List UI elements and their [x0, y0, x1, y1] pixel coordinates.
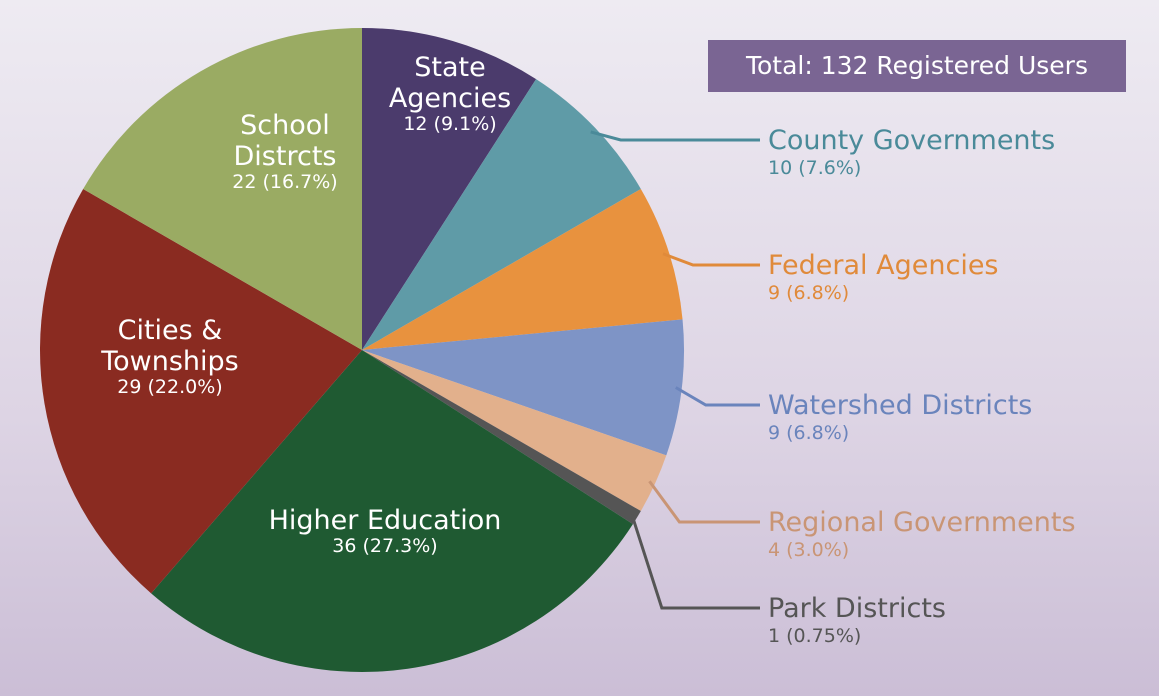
pie-slice [151, 350, 633, 673]
total-annotation: Total: 132 Registered Users [708, 40, 1126, 92]
category-label: Regional Governments [768, 507, 1076, 538]
leader-line [630, 514, 760, 610]
pie-slice [40, 189, 362, 594]
value-label: 29 (22.0%) [117, 376, 223, 399]
category-label: Park Districts [768, 593, 946, 624]
value-label: 36 (27.3%) [332, 535, 438, 558]
category-label: Cities & Townships [101, 315, 239, 378]
value-label: 1 (0.75%) [768, 625, 862, 648]
slice-label: Cities & Townships 29 (22.0%) [70, 315, 270, 399]
slice-label: Regional Governments 4 (3.0%) [768, 507, 1076, 562]
pie-slice [362, 79, 641, 350]
slice-label: School Distrcts 22 (16.7%) [195, 110, 375, 194]
leader-line [590, 130, 760, 142]
category-label: Watershed Districts [768, 390, 1033, 421]
slice-label: Higher Education 36 (27.3%) [230, 505, 540, 558]
value-label: 22 (16.7%) [232, 171, 338, 194]
leader-line [648, 480, 760, 524]
pie-slice [362, 350, 641, 525]
category-label: Federal Agencies [768, 250, 999, 281]
pie-slice [362, 319, 684, 456]
category-label: Higher Education [268, 505, 502, 536]
pie-slice [362, 28, 537, 350]
pie-slice [83, 28, 362, 350]
slice-label: State Agencies 12 (9.1%) [385, 52, 515, 136]
leader-line [675, 386, 760, 407]
value-label: 12 (9.1%) [403, 113, 497, 136]
value-label: 9 (6.8%) [768, 422, 850, 445]
slice-label: Park Districts 1 (0.75%) [768, 593, 946, 648]
pie-slice [362, 350, 667, 511]
category-label: State Agencies [388, 52, 512, 115]
slice-label: Federal Agencies 9 (6.8%) [768, 250, 999, 305]
value-label: 10 (7.6%) [768, 157, 862, 180]
slice-label: Watershed Districts 9 (6.8%) [768, 390, 1032, 445]
category-label: County Governments [768, 125, 1056, 156]
slice-label: County Governments 10 (7.6%) [768, 125, 1055, 180]
value-label: 4 (3.0%) [768, 539, 850, 562]
value-label: 9 (6.8%) [768, 282, 850, 305]
pie-slice [362, 189, 683, 350]
leader-line [662, 252, 760, 267]
category-label: School Distrcts [233, 110, 337, 173]
